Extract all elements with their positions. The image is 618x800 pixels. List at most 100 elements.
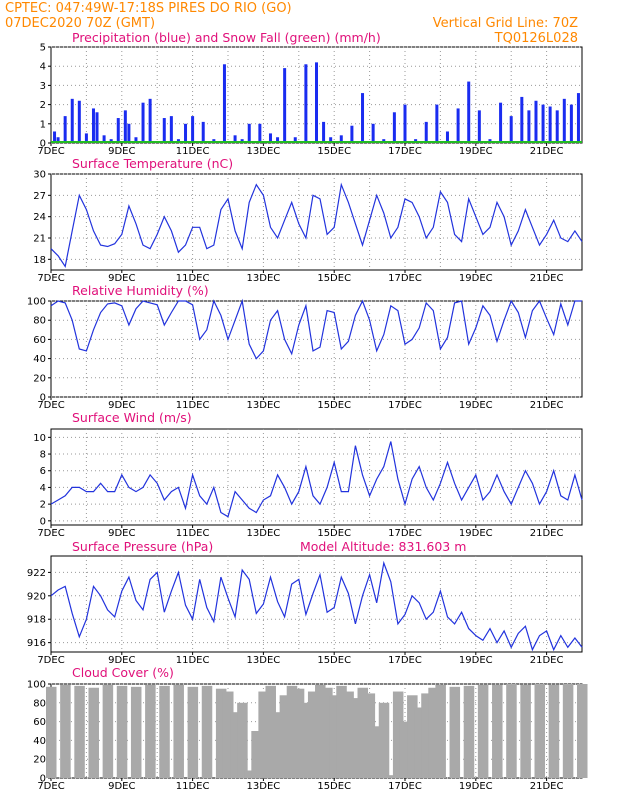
precip-bar — [534, 100, 538, 143]
pressure-series-line — [50, 560, 583, 652]
panels-layer: 7DEC 9DEC 11DEC 13DEC 15DEC 17DEC 19DEC 21DEC 0 1… — [27, 43, 588, 792]
precipitation-xtick-label: 17DEC — [388, 146, 422, 157]
humidity-ytick-label: 80 — [33, 316, 46, 327]
precipitation-ytick-label: 4 — [40, 62, 46, 73]
precip-title: Precipitation (blue) and Snow Fall (gree… — [72, 30, 381, 45]
cloud-cover-bar — [251, 731, 262, 778]
precip-bar — [276, 137, 280, 143]
cloud-cover-bar — [258, 691, 269, 778]
cloud-cover-bar — [60, 684, 71, 778]
pressure-xtick-label: 9DEC — [108, 655, 135, 666]
cloud-cover-bar — [265, 685, 276, 778]
precip-bar — [134, 137, 138, 143]
precip-bar — [555, 110, 559, 143]
cloud-ytick-label: 40 — [33, 736, 46, 747]
cloud-cover-bar — [357, 687, 369, 778]
cloud-cover-bar — [130, 686, 142, 778]
cloud-xtick-label: 13DEC — [247, 781, 281, 792]
cloud-ytick-label: 100 — [27, 680, 46, 691]
temperature-frame — [50, 173, 583, 271]
cloud-cover-bar — [435, 684, 446, 778]
cloud-cover-bar — [222, 691, 234, 778]
precip-bar — [77, 100, 81, 143]
cloud-cover-bar — [279, 695, 291, 778]
pressure-ytick-label: 918 — [27, 615, 46, 626]
cloud-cover-bar — [336, 685, 347, 778]
precipitation-ytick-label: 0 — [40, 139, 46, 150]
cloud-cover-bar — [492, 684, 503, 778]
cloud-cover-bar — [286, 685, 298, 778]
precip-bar — [63, 116, 67, 143]
cloud-cover-bar — [187, 686, 199, 778]
precipitation-xtick-label: 9DEC — [108, 146, 135, 157]
wind-xtick-label: 9DEC — [108, 528, 135, 539]
humidity-xtick-label: 9DEC — [108, 400, 135, 411]
cloud-cover-bar — [562, 684, 574, 778]
precip-bar — [499, 102, 503, 143]
cloud-cover-bar — [421, 693, 432, 778]
cloud-ytick-label: 80 — [33, 698, 46, 709]
precip-bar — [435, 104, 439, 143]
precipitation-xtick-label: 11DEC — [176, 146, 210, 157]
cloud-ytick-label: 60 — [33, 717, 46, 728]
humidity-xtick-label: 13DEC — [247, 400, 281, 411]
precip-bar — [548, 106, 552, 143]
precipitation-ytick-label: 5 — [40, 43, 46, 54]
precip-bar — [527, 110, 531, 143]
temperature-xtick-label: 13DEC — [247, 273, 281, 284]
wind-xtick-label: 7DEC — [37, 528, 64, 539]
humidity-xtick-label: 15DEC — [317, 400, 351, 411]
cloud-cover-bar — [407, 695, 418, 778]
pressure-xtick-label: 19DEC — [459, 655, 493, 666]
pressure-xtick-label: 17DEC — [388, 655, 422, 666]
cloud-cover-bar — [364, 693, 376, 778]
cloud-cover-bar — [159, 685, 170, 778]
precip-bar — [403, 104, 407, 143]
precip-bar — [576, 93, 580, 143]
precipitation-xtick-label: 19DEC — [459, 146, 493, 157]
cloud-cover-bar — [576, 684, 588, 778]
cloud-cover-bar — [520, 684, 531, 778]
cloud-ytick-label: 0 — [40, 774, 46, 785]
humidity-xtick-label: 19DEC — [459, 400, 493, 411]
temperature-xtick-label: 17DEC — [388, 273, 422, 284]
temperature-xtick-label: 21DEC — [530, 273, 564, 284]
precip-bar — [467, 81, 471, 143]
cloud-xtick-label: 17DEC — [388, 781, 422, 792]
precip-bar — [95, 112, 99, 143]
precip-bar — [233, 135, 237, 143]
cloud-cover-bar — [463, 685, 475, 778]
humidity-ytick-label: 40 — [33, 354, 46, 365]
precip-bar — [91, 108, 95, 143]
precip-bar — [520, 96, 524, 143]
cloud-cover-bar — [322, 687, 333, 778]
precip-bar — [53, 131, 57, 143]
precip-bar — [84, 133, 88, 143]
humidity-xtick-label: 7DEC — [37, 400, 64, 411]
precip-bar — [322, 121, 326, 143]
humidity-xtick-label: 11DEC — [176, 400, 210, 411]
wind-xtick-label: 13DEC — [247, 528, 281, 539]
temperature-ytick-label: 18 — [33, 255, 46, 266]
humidity-title: Relative Humidity (%) — [72, 283, 209, 298]
precip-bar — [258, 123, 262, 143]
precip-bar — [339, 135, 343, 143]
cloud-cover-bar — [392, 691, 404, 778]
cloud-cover-bar — [300, 702, 312, 778]
wind-xtick-label: 15DEC — [317, 528, 351, 539]
precip-bar — [169, 116, 173, 143]
humidity-series-line — [50, 298, 582, 360]
cloud-xtick-label: 15DEC — [317, 781, 351, 792]
humidity-xtick-label: 21DEC — [530, 400, 564, 411]
precipitation-xtick-label: 13DEC — [247, 146, 281, 157]
precip-bar — [477, 110, 481, 143]
cloud-cover-bar — [385, 775, 397, 778]
temperature-ytick-label: 21 — [33, 234, 46, 245]
temperature-ytick-label: 27 — [33, 191, 46, 202]
temperature-title: Surface Temperature (nC) — [72, 156, 233, 171]
humidity-ytick-label: 100 — [27, 297, 46, 308]
precip-bar — [315, 62, 318, 143]
cloud-ytick-label: 20 — [33, 755, 46, 766]
pressure-ytick-label: 916 — [27, 638, 46, 649]
